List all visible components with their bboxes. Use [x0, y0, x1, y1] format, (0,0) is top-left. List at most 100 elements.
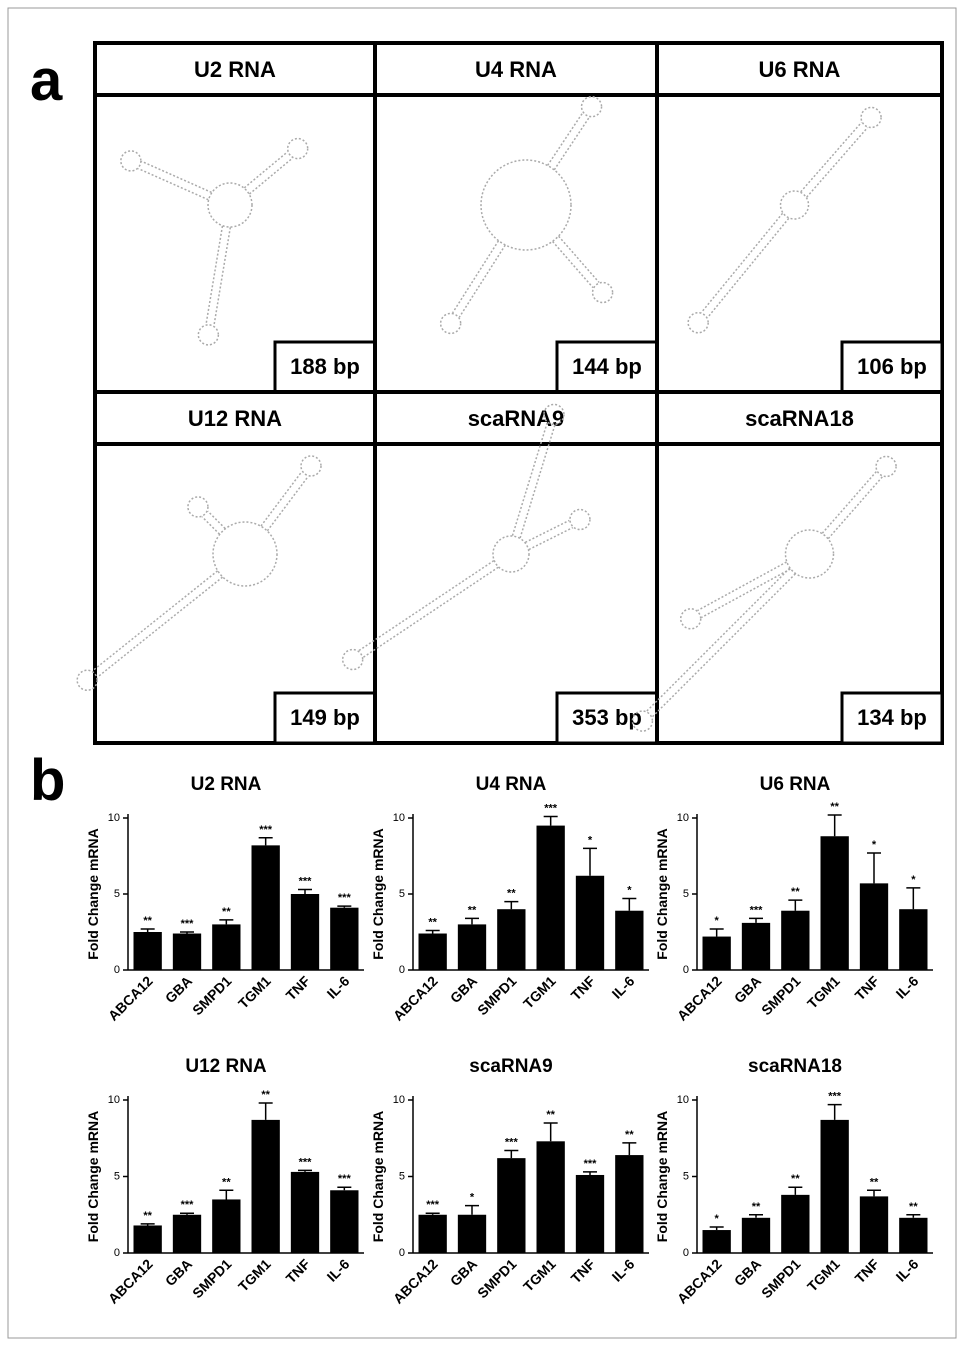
bar: [330, 908, 358, 970]
error-bar: [219, 920, 233, 925]
x-tick-label: TNF: [568, 1255, 599, 1286]
x-tick-label: IL-6: [324, 1256, 353, 1285]
bar: [576, 876, 604, 970]
stem: [822, 471, 876, 533]
bar: [781, 911, 809, 970]
stem: [206, 226, 222, 324]
x-tick-label: GBA: [162, 1256, 195, 1289]
y-tick-label: 5: [683, 1170, 689, 1182]
significance: ***: [299, 1156, 313, 1168]
panel-label: b: [30, 748, 65, 813]
bar: [252, 1120, 280, 1253]
bar: [419, 1215, 447, 1253]
error-bar: [504, 1150, 518, 1158]
significance: *: [715, 1213, 720, 1225]
rna-structure: [688, 107, 881, 332]
x-tick-label: IL-6: [893, 1256, 922, 1285]
y-tick-label: 0: [114, 1247, 120, 1259]
significance: **: [791, 886, 800, 898]
chart-title: U6 RNA: [760, 774, 831, 795]
x-tick-label: GBA: [731, 973, 764, 1006]
significance: *: [588, 834, 593, 846]
error-bar: [426, 930, 440, 933]
stem: [525, 520, 569, 542]
significance: ***: [426, 1199, 440, 1211]
chart-title: U2 RNA: [191, 774, 262, 795]
bar: [330, 1190, 358, 1253]
error-bar: [219, 1190, 233, 1199]
error-bar: [828, 815, 842, 836]
error-bar: [180, 932, 194, 934]
stem: [261, 472, 302, 526]
y-tick-label: 0: [399, 964, 405, 976]
loop: [786, 530, 834, 578]
rna-structure: [441, 97, 613, 334]
stem: [529, 528, 573, 550]
error-bar: [710, 929, 724, 937]
significance: ***: [584, 1158, 598, 1170]
stem: [244, 152, 287, 188]
bar: [899, 909, 927, 970]
stem: [97, 577, 222, 677]
error-bar: [544, 816, 558, 825]
stem: [142, 161, 212, 192]
significance: ***: [338, 1173, 352, 1185]
y-tick-label: 10: [677, 812, 689, 824]
error-bar: [622, 1143, 636, 1155]
y-tick-label: 0: [399, 1247, 405, 1259]
y-tick-label: 5: [114, 888, 120, 900]
structure-length: 353 bp: [572, 705, 642, 730]
x-tick-label: GBA: [447, 973, 480, 1006]
y-tick-label: 10: [108, 1094, 120, 1106]
hairpin: [861, 107, 881, 127]
significance: ***: [750, 904, 764, 916]
bar: [860, 883, 888, 970]
error-bar: [426, 1213, 440, 1215]
error-bar: [906, 1215, 920, 1218]
bar: [458, 1215, 486, 1253]
significance: **: [830, 801, 839, 813]
x-tick-label: IL-6: [893, 973, 922, 1002]
x-tick-label: SMPD1: [189, 1256, 235, 1302]
significance: **: [507, 888, 516, 900]
error-bar: [710, 1227, 724, 1230]
figure-border: [8, 8, 956, 1338]
error-bar: [337, 1187, 351, 1190]
bar: [821, 836, 849, 970]
significance: ***: [299, 875, 313, 887]
bar: [703, 1230, 731, 1253]
x-tick-label: TGM1: [804, 973, 843, 1012]
x-tick-label: SMPD1: [189, 973, 235, 1019]
y-tick-label: 0: [683, 964, 689, 976]
rna-structure: [121, 139, 308, 345]
stem: [807, 128, 868, 197]
significance: **: [222, 906, 231, 918]
structure-length: 188 bp: [290, 354, 360, 379]
chart-title: scaRNA9: [469, 1056, 552, 1077]
bar: [212, 1199, 240, 1253]
x-tick-label: GBA: [447, 1256, 480, 1289]
significance: **: [428, 916, 437, 928]
chart-title: scaRNA18: [748, 1056, 842, 1077]
loop: [208, 183, 252, 227]
stem: [828, 477, 882, 539]
error-bar: [465, 1206, 479, 1215]
stem: [701, 569, 790, 618]
y-axis-label: Fold Change mRNA: [85, 1111, 101, 1242]
x-tick-label: SMPD1: [474, 1256, 520, 1302]
x-tick-label: ABCA12: [674, 973, 725, 1024]
y-tick-label: 10: [393, 812, 405, 824]
stem: [459, 245, 505, 317]
significance: *: [911, 874, 916, 886]
error-bar: [337, 906, 351, 908]
structure-name: scaRNA9: [468, 406, 565, 431]
error-bar: [298, 1170, 312, 1172]
x-tick-label: SMPD1: [474, 973, 520, 1019]
error-bar: [298, 889, 312, 894]
x-tick-label: ABCA12: [105, 973, 156, 1024]
y-tick-label: 10: [677, 1094, 689, 1106]
error-bar: [622, 899, 636, 911]
stem: [647, 568, 790, 711]
bar: [821, 1120, 849, 1253]
bar: [742, 923, 770, 970]
